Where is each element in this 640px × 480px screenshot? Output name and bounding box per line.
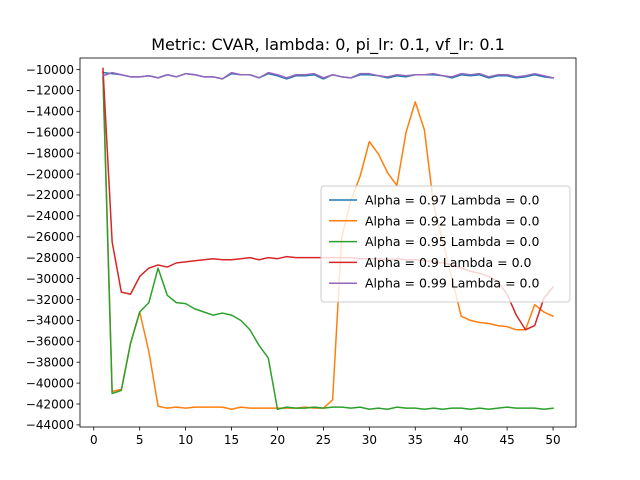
y-tick-label: −26000 <box>26 230 74 244</box>
y-tick-label: −18000 <box>26 146 74 160</box>
x-tick-label: 10 <box>178 433 193 447</box>
legend-box <box>320 185 571 303</box>
y-tick-label: −34000 <box>26 314 74 328</box>
y-tick-label: −38000 <box>26 355 74 369</box>
x-tick-label: 15 <box>224 433 239 447</box>
y-tick-label: −44000 <box>26 418 74 432</box>
y-tick-label: −12000 <box>26 84 74 98</box>
legend-label-2: Alpha = 0.95 Lambda = 0.0 <box>365 234 539 249</box>
y-tick-label: −10000 <box>26 63 74 77</box>
y-tick-label: −32000 <box>26 293 74 307</box>
x-tick-label: 25 <box>316 433 331 447</box>
series-line-4 <box>102 71 554 80</box>
x-tick-label: 35 <box>408 433 423 447</box>
chart-title: Metric: CVAR, lambda: 0, pi_lr: 0.1, vf_… <box>151 35 505 55</box>
legend-label-4: Alpha = 0.99 Lambda = 0.0 <box>365 276 539 291</box>
y-tick-label: −36000 <box>26 335 74 349</box>
legend-label-0: Alpha = 0.97 Lambda = 0.0 <box>365 193 539 208</box>
y-tick-label: −16000 <box>26 126 74 140</box>
y-tick-label: −20000 <box>26 167 74 181</box>
y-tick-label: −30000 <box>26 272 74 286</box>
x-tick-label: 40 <box>454 433 469 447</box>
axes: 0 5 10 15 20 25 30 35 40 45 50 −44000 −42000 −40000 −3… <box>26 57 577 447</box>
legend-label-3: Alpha = 0.9 Lambda = 0.0 <box>365 255 531 270</box>
legend-label-1: Alpha = 0.92 Lambda = 0.0 <box>365 213 539 228</box>
y-tick-label: −40000 <box>26 376 74 390</box>
x-tick-label: 20 <box>270 433 285 447</box>
x-tick-label: 30 <box>362 433 377 447</box>
y-tick-label: −28000 <box>26 251 74 265</box>
legend: Alpha = 0.97 Lambda = 0.0 Alpha = 0.92 La… <box>320 185 571 303</box>
x-tick-label: 50 <box>545 433 560 447</box>
series-line-1 <box>102 70 555 410</box>
y-tick-label: −22000 <box>26 188 74 202</box>
x-tick-label: 0 <box>90 433 98 447</box>
x-tick-label: 5 <box>136 433 144 447</box>
y-tick-label: −14000 <box>26 105 74 119</box>
y-tick-label: −42000 <box>26 397 74 411</box>
axes-frame <box>79 57 577 428</box>
y-tick-label: −24000 <box>26 209 74 223</box>
x-tick-label: 45 <box>499 433 514 447</box>
series-line-2 <box>102 76 554 410</box>
